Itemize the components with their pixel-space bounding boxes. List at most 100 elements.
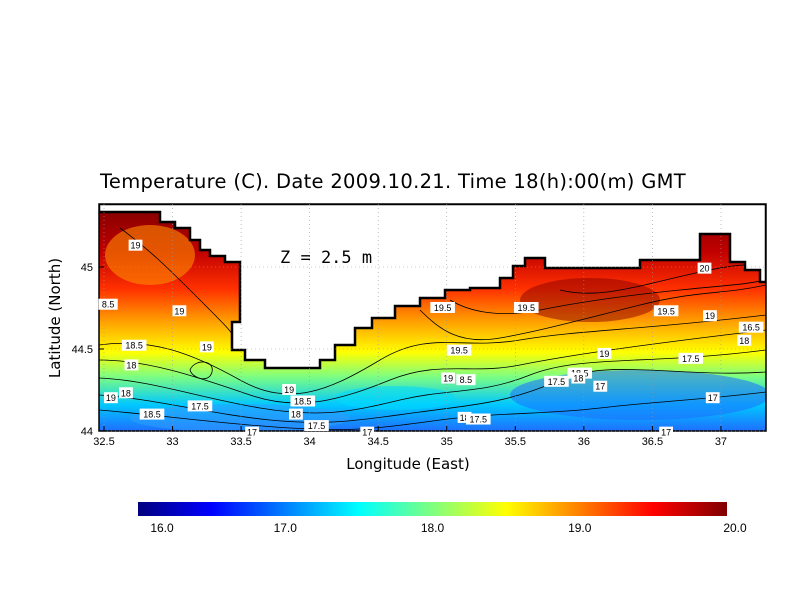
contour-label-box bbox=[119, 387, 133, 399]
contour-label: 18 bbox=[124, 359, 139, 371]
y-tick-label: 44 bbox=[81, 426, 93, 438]
contour-label: 19 bbox=[128, 239, 143, 251]
contour-label: 16.5 bbox=[738, 321, 764, 333]
contour-label-text: 19.5 bbox=[434, 303, 452, 313]
warm-patch-west bbox=[105, 225, 195, 285]
contour-label-text: 18.5 bbox=[125, 341, 143, 351]
contour-label-box bbox=[430, 302, 455, 313]
contour-label-box bbox=[703, 310, 717, 322]
contour-label-box bbox=[678, 352, 704, 364]
isotherm-lines bbox=[99, 227, 766, 430]
contour-label-text: 17.5 bbox=[548, 377, 566, 387]
contour-label: 17.5 bbox=[304, 420, 329, 432]
contour-label: 19 bbox=[172, 305, 187, 317]
contour-label-box bbox=[513, 302, 539, 313]
contour-label-box bbox=[139, 408, 165, 420]
colorbar-tick-label: 20.0 bbox=[723, 521, 747, 535]
contour-label-text: 19 bbox=[131, 241, 141, 251]
x-tick-label: 34.5 bbox=[367, 436, 388, 448]
contour-label-box bbox=[446, 344, 472, 356]
contour-label: 18 bbox=[571, 372, 586, 384]
contour-label-box bbox=[282, 384, 296, 395]
contour-label-text: 20 bbox=[699, 264, 709, 274]
contour-label: 17 bbox=[360, 426, 375, 438]
contour-label-text: 17 bbox=[247, 428, 257, 438]
contour-label: 17 bbox=[593, 380, 608, 392]
contour-label-box bbox=[360, 426, 375, 438]
contour-label-text: 17 bbox=[595, 382, 605, 392]
contour-label-box bbox=[98, 298, 118, 310]
y-tick-marks bbox=[99, 266, 104, 432]
contour-label: 17 bbox=[659, 426, 674, 438]
contour-label-text: 17.5 bbox=[308, 421, 326, 431]
contour-label-text: 19 bbox=[705, 311, 715, 321]
contour-label: 18.5 bbox=[121, 339, 147, 351]
contour-label: 18 bbox=[737, 334, 752, 346]
x-tick-label: 33 bbox=[166, 436, 178, 448]
contour-label-box bbox=[738, 321, 764, 333]
x-tick-label: 32.5 bbox=[93, 436, 114, 448]
contour-label-text: 8.5 bbox=[102, 300, 115, 310]
x-tick-label: 33.5 bbox=[230, 436, 251, 448]
contour-label: 17.5 bbox=[544, 375, 569, 387]
contour-label-box bbox=[103, 392, 118, 404]
contour-label-box bbox=[124, 359, 139, 371]
depth-label: Z = 2.5 m bbox=[280, 248, 372, 268]
contour-label-text: 19.5 bbox=[450, 346, 468, 356]
contour-label-box bbox=[593, 380, 608, 392]
colorbar-tick-labels: 16.0 17.0 18.0 19.0 20.0 bbox=[150, 521, 747, 535]
contour-label-box bbox=[697, 262, 712, 274]
contour-label-text: 17.5 bbox=[682, 354, 700, 364]
contour-label: 19.5 bbox=[430, 302, 455, 313]
x-tick-labels: 32.5 33 33.5 34 34.5 35 35.5 36 36.5 37 bbox=[93, 436, 727, 448]
warm-core bbox=[520, 278, 660, 322]
contour-label-box bbox=[659, 426, 674, 438]
contour-label: 19 bbox=[103, 392, 118, 404]
contour-label-box bbox=[289, 408, 303, 420]
x-tick-label: 36 bbox=[578, 436, 590, 448]
x-tick-label: 35 bbox=[441, 436, 453, 448]
contour-label-text: 16.5 bbox=[742, 323, 760, 333]
contour-label: 18 bbox=[289, 408, 303, 420]
contour-label: 20 bbox=[697, 262, 712, 274]
contour-label-text: 19 bbox=[599, 349, 609, 359]
contour-label-text: 18 bbox=[460, 413, 470, 423]
colorbar-tick-label: 19.0 bbox=[568, 521, 592, 535]
contour-label-text: 18 bbox=[121, 388, 131, 398]
contour-label: 17.5 bbox=[678, 352, 704, 364]
contour-label-box bbox=[737, 334, 752, 346]
colorbar-tick-label: 16.0 bbox=[150, 521, 174, 535]
map-title: Temperature (C). Date 2009.10.21. Time 1… bbox=[100, 170, 686, 193]
contour-label: 19 bbox=[282, 384, 296, 395]
contour-label-box bbox=[705, 392, 720, 404]
colorbar bbox=[138, 502, 727, 516]
contour-label-text: 18 bbox=[739, 336, 749, 346]
plot-frame bbox=[98, 203, 767, 432]
contour-label-text: 8.5 bbox=[460, 375, 473, 385]
coastline-crimea bbox=[99, 204, 766, 370]
contour-label: 8.5 bbox=[98, 298, 118, 310]
contour-label: 17 bbox=[245, 426, 259, 438]
contour-label-text: 17 bbox=[708, 393, 718, 403]
contour-label-text: 19 bbox=[202, 342, 212, 352]
contour-label: 19 bbox=[703, 310, 717, 322]
contour-label-box bbox=[187, 400, 213, 412]
contour-label: 19.5 bbox=[446, 344, 472, 356]
contour-label: 19 bbox=[441, 372, 456, 384]
x-tick-label: 34 bbox=[304, 436, 316, 448]
contour-label-box bbox=[457, 411, 472, 423]
contour-label-box bbox=[597, 347, 612, 359]
contour-label-text: 18 bbox=[573, 374, 583, 384]
contour-label: 18.5 bbox=[290, 395, 316, 407]
contour-label-box bbox=[571, 372, 586, 384]
contour-label-box bbox=[304, 420, 329, 432]
contour-label-box bbox=[121, 339, 147, 351]
y-axis-label: Latitude (North) bbox=[46, 258, 64, 378]
contour-label-box bbox=[544, 375, 569, 387]
y-tick-label: 44.5 bbox=[72, 344, 93, 356]
contour-label-box bbox=[456, 374, 476, 386]
contour-label-text: 18.5 bbox=[143, 410, 161, 420]
x-tick-label: 37 bbox=[715, 436, 727, 448]
